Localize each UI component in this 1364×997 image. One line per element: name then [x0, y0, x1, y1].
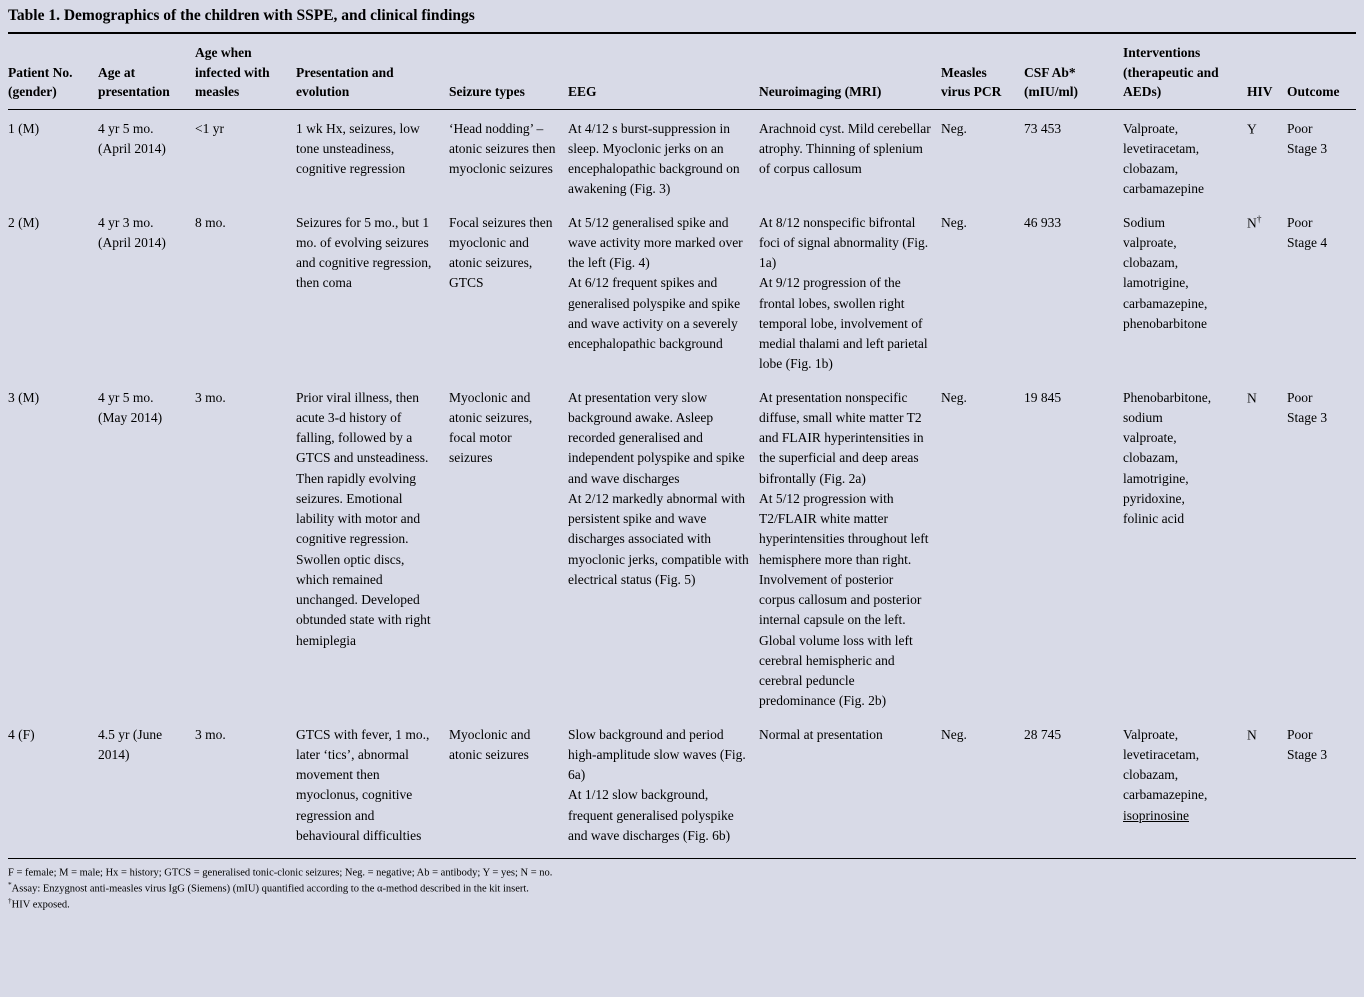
cell-age-at-presentation: 4 yr 3 mo. (April 2014) — [98, 214, 166, 250]
cell-age-infected: 3 mo. — [195, 726, 226, 742]
cell-age-infected: 3 mo. — [195, 389, 226, 405]
table-row: 2 (M) 4 yr 3 mo. (April 2014) 8 mo. Seiz… — [8, 204, 1356, 379]
cell-seizure-types: Myoclonic and atonic seizures, focal mot… — [449, 389, 533, 466]
cell-patient-no: 4 (F) — [8, 726, 35, 742]
footnote-hiv-exposed: †HIV exposed. — [8, 896, 1356, 912]
cell-interventions: Phenobarbitone, sodium valproate, clobaz… — [1123, 379, 1247, 716]
cell-hiv: N — [1247, 716, 1287, 859]
cell-patient-no: 3 (M) — [8, 389, 40, 405]
table-row: 4 (F) 4.5 yr (June 2014) 3 mo. GTCS with… — [8, 716, 1356, 859]
col-header-measles-pcr: Measles virus PCR — [941, 34, 1024, 110]
cell-interventions: Valproate, levetiracetam, clobazam, carb… — [1123, 109, 1247, 204]
cell-presentation-evolution: 1 wk Hx, seizures, low tone unsteadiness… — [296, 120, 420, 177]
cell-outcome: Poor Stage 3 — [1287, 389, 1328, 425]
col-header-csf-ab: CSF Ab* (mIU/ml) — [1024, 34, 1123, 110]
footnote-abbreviations: F = female; M = male; Hx = history; GTCS… — [8, 864, 1356, 880]
cell-csf-ab: 19 845 — [1024, 389, 1062, 405]
col-header-seizure-types: Seizure types — [449, 34, 568, 110]
footnote-marker: * — [8, 880, 12, 890]
cell-neuroimaging: At 8/12 nonspecific bifrontal foci of si… — [759, 214, 929, 372]
cell-seizure-types: Focal seizures then myoclonic and atonic… — [449, 214, 553, 291]
cell-measles-pcr: Neg. — [941, 389, 967, 405]
table-row: 1 (M) 4 yr 5 mo. (April 2014) <1 yr 1 wk… — [8, 109, 1356, 204]
cell-hiv: Y — [1247, 109, 1287, 204]
cell-age-infected: 8 mo. — [195, 214, 226, 230]
cell-seizure-types: Myoclonic and atonic seizures — [449, 726, 531, 762]
table-row: 3 (M) 4 yr 5 mo. (May 2014) 3 mo. Prior … — [8, 379, 1356, 716]
cell-outcome: Poor Stage 3 — [1287, 120, 1328, 156]
cell-eeg: At 5/12 generalised spike and wave activ… — [568, 214, 743, 352]
cell-presentation-evolution: GTCS with fever, 1 mo., later ‘tics’, ab… — [296, 726, 430, 843]
col-header-neuroimaging: Neuroimaging (MRI) — [759, 34, 941, 110]
cell-csf-ab: 73 453 — [1024, 120, 1062, 136]
cell-eeg: Slow background and period high-amplitud… — [568, 726, 746, 843]
interventions-text: Valproate, levetiracetam, clobazam, carb… — [1123, 120, 1204, 197]
cell-interventions: Sodium valproate, clobazam, lamotrigine,… — [1123, 204, 1247, 379]
cell-age-at-presentation: 4 yr 5 mo. (April 2014) — [98, 120, 166, 156]
footnote-assay: *Assay: Enzygnost anti-measles virus IgG… — [8, 880, 1356, 896]
cell-csf-ab: 46 933 — [1024, 214, 1062, 230]
hiv-value: N — [1247, 390, 1257, 406]
footnote-marker: † — [8, 896, 12, 906]
demographics-table: Patient No. (gender) Age at presentation… — [8, 34, 1356, 860]
col-header-interventions: Interventions (therapeutic and AEDs) — [1123, 34, 1247, 110]
footnote-text: Assay: Enzygnost anti-measles virus IgG … — [11, 883, 529, 895]
interventions-text: Phenobarbitone, sodium valproate, clobaz… — [1123, 389, 1212, 527]
hiv-value: Y — [1247, 121, 1257, 137]
col-header-eeg: EEG — [568, 34, 759, 110]
col-header-outcome: Outcome — [1287, 34, 1356, 110]
interventions-text: Sodium valproate, clobazam, lamotrigine,… — [1123, 214, 1208, 331]
footnote-text: F = female; M = male; Hx = history; GTCS… — [8, 867, 553, 879]
cell-csf-ab: 28 745 — [1024, 726, 1062, 742]
cell-neuroimaging: At presentation nonspecific diffuse, sma… — [759, 389, 929, 709]
cell-patient-no: 1 (M) — [8, 120, 40, 136]
cell-patient-no: 2 (M) — [8, 214, 40, 230]
cell-presentation-evolution: Prior viral illness, then acute 3-d hist… — [296, 389, 431, 648]
interventions-text: Valproate, levetiracetam, clobazam, carb… — [1123, 726, 1208, 803]
cell-age-infected: <1 yr — [195, 120, 224, 136]
cell-neuroimaging: Normal at presentation — [759, 726, 883, 742]
cell-measles-pcr: Neg. — [941, 214, 967, 230]
hiv-value: N — [1247, 727, 1257, 743]
cell-measles-pcr: Neg. — [941, 726, 967, 742]
col-header-age-at-presentation: Age at presentation — [98, 34, 195, 110]
interventions-underlined-drug: isoprinosine — [1123, 807, 1189, 823]
col-header-age-infected: Age when infected with measles — [195, 34, 296, 110]
header-row: Patient No. (gender) Age at presentation… — [8, 34, 1356, 110]
hiv-value: N — [1247, 215, 1257, 231]
cell-interventions: Valproate, levetiracetam, clobazam, carb… — [1123, 716, 1247, 859]
cell-hiv: N† — [1247, 204, 1287, 379]
cell-eeg: At 4/12 s burst-suppression in sleep. My… — [568, 120, 740, 197]
footnote-text: HIV exposed. — [11, 899, 70, 911]
cell-presentation-evolution: Seizures for 5 mo., but 1 mo. of evolvin… — [296, 214, 432, 291]
hiv-footnote-marker: † — [1256, 214, 1262, 225]
cell-age-at-presentation: 4.5 yr (June 2014) — [98, 726, 163, 762]
cell-age-at-presentation: 4 yr 5 mo. (May 2014) — [98, 389, 163, 425]
cell-seizure-types: ‘Head nodding’ – atonic seizures then my… — [449, 120, 556, 177]
cell-outcome: Poor Stage 3 — [1287, 726, 1328, 762]
col-header-presentation-evolution: Presentation and evolution — [296, 34, 449, 110]
col-header-patient-no: Patient No. (gender) — [8, 34, 98, 110]
col-header-hiv: HIV — [1247, 34, 1287, 110]
footnotes: F = female; M = male; Hx = history; GTCS… — [8, 859, 1356, 912]
table-title: Table 1. Demographics of the children wi… — [8, 5, 1356, 34]
cell-eeg: At presentation very slow background awa… — [568, 389, 749, 587]
cell-measles-pcr: Neg. — [941, 120, 967, 136]
cell-hiv: N — [1247, 379, 1287, 716]
cell-outcome: Poor Stage 4 — [1287, 214, 1328, 250]
cell-neuroimaging: Arachnoid cyst. Mild cerebellar atrophy.… — [759, 120, 931, 177]
